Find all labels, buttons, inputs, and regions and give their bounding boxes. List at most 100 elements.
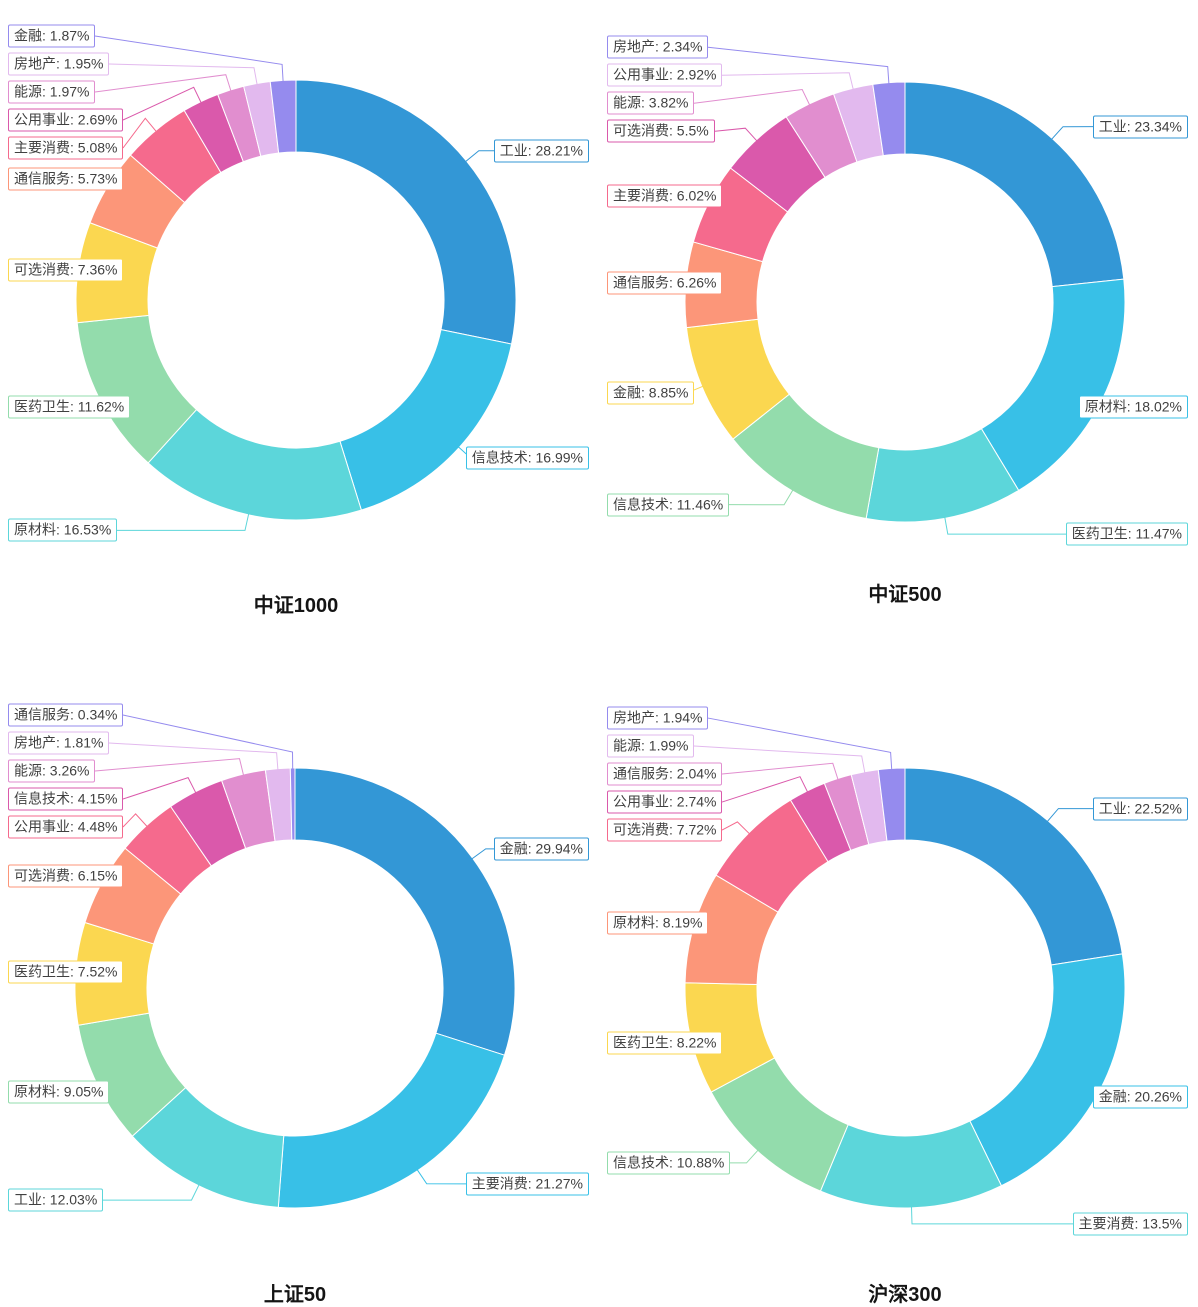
slice-label-health-care: 医药卫生: 11.47% (1065, 522, 1188, 546)
slice-label-information-technology: 信息技术: 4.15% (8, 787, 124, 811)
pie-slice-industrials[interactable] (904, 767, 1123, 966)
donut-chart-csi300: 工业: 22.52% 金融: 20.26% 主要消费: 13.5% 信息技术: 10.… (599, 653, 1198, 1307)
label-leader-line (94, 74, 232, 93)
label-leader-line (693, 88, 811, 106)
pie-slice-consumer-staples[interactable] (819, 1120, 1002, 1209)
slice-label-financials: 金融: 8.85% (607, 381, 695, 405)
label-leader-line (707, 46, 890, 84)
slice-label-utilities: 公用事业: 2.92% (607, 63, 723, 87)
slice-label-real-estate: 房地产: 1.95% (8, 52, 110, 76)
slice-label-materials: 原材料: 9.05% (8, 1080, 110, 1104)
label-leader-line (465, 150, 495, 162)
label-leader-line (116, 513, 250, 531)
slice-labels: 工业: 22.52% 金融: 20.26% 主要消费: 13.5% 信息技术: 10.… (599, 653, 1198, 1307)
slice-label-communication-services: 通信服务: 0.34% (8, 703, 124, 727)
label-leader-line (122, 117, 157, 149)
pie-slice-financials[interactable] (294, 767, 516, 1056)
slice-label-consumer-staples: 主要消费: 13.5% (1072, 1212, 1188, 1236)
slice-label-health-care: 医药卫生: 7.52% (8, 960, 124, 984)
pie-slice-industrials[interactable] (295, 79, 517, 345)
slice-labels: 金融: 29.94% 主要消费: 21.27% 工业: 12.03% 原材料: 9.0… (0, 653, 599, 1307)
chart-title-csi500: 中证500 (868, 584, 942, 606)
label-leader-line (94, 758, 244, 776)
slice-label-industrials: 工业: 23.34% (1092, 115, 1188, 139)
label-leader-line (944, 517, 1067, 535)
label-leader-line (122, 813, 148, 828)
slice-label-materials: 原材料: 8.19% (607, 911, 709, 934)
slice-label-industrials: 工业: 12.03% (8, 1188, 104, 1212)
slice-label-energy: 能源: 1.97% (8, 80, 96, 104)
label-leader-line (102, 1184, 200, 1201)
label-leader-line (721, 762, 839, 780)
label-leader-line (721, 72, 854, 90)
slice-labels: 工业: 28.21% 信息技术: 16.99% 原材料: 16.53% 医药卫生: 1… (0, 0, 599, 653)
pie-slice-financials[interactable] (269, 79, 297, 154)
label-leader-line (721, 776, 808, 803)
pie-slice-real-estate[interactable] (872, 81, 906, 157)
slice-label-materials: 原材料: 16.53% (8, 518, 118, 542)
pie-slice-real-estate[interactable] (877, 767, 906, 842)
slice-label-energy: 能源: 3.26% (8, 759, 96, 783)
slice-label-consumer-staples: 主要消费: 5.08% (8, 136, 124, 160)
slice-label-financials: 金融: 29.94% (493, 837, 589, 861)
pie-slice-industrials[interactable] (904, 81, 1125, 288)
slice-label-real-estate: 房地产: 1.94% (607, 706, 709, 730)
label-leader-line (471, 848, 495, 860)
slice-label-consumer-discretionary: 可选消费: 7.36% (8, 258, 124, 282)
label-leader-line (108, 63, 258, 85)
donut-plot-sse50 (59, 714, 516, 1209)
slice-labels: 工业: 23.34% 原材料: 18.02% 医药卫生: 11.47% 信息技术: 1… (599, 0, 1198, 653)
slice-label-utilities: 公用事业: 4.48% (8, 815, 124, 839)
pie-slice-information-technology[interactable] (339, 329, 513, 511)
label-leader-line (693, 745, 866, 773)
slice-label-financials: 金融: 20.26% (1092, 1085, 1188, 1109)
slice-label-industrials: 工业: 28.21% (493, 139, 589, 163)
donut-chart-csi500: 工业: 23.34% 原材料: 18.02% 医药卫生: 11.47% 信息技术: 1… (599, 0, 1198, 653)
pie-slice-materials[interactable] (980, 278, 1126, 491)
slice-label-utilities: 公用事业: 2.74% (607, 790, 723, 814)
slice-label-materials: 原材料: 18.02% (1078, 395, 1188, 419)
slice-label-health-care: 医药卫生: 11.62% (8, 395, 131, 419)
slice-label-financials: 金融: 1.87% (8, 24, 96, 48)
donut-chart-sse50: 金融: 29.94% 主要消费: 21.27% 工业: 12.03% 原材料: 9.0… (0, 653, 599, 1307)
chart-title-csi300: 沪深300 (868, 1284, 942, 1306)
label-leader-line (94, 35, 284, 82)
label-leader-line (122, 714, 294, 770)
slice-label-consumer-staples: 主要消费: 21.27% (465, 1172, 589, 1196)
slice-label-consumer-discretionary: 可选消费: 6.15% (8, 864, 124, 888)
slice-label-information-technology: 信息技术: 16.99% (465, 446, 589, 470)
label-leader-line (707, 717, 893, 770)
donut-chart-csi1000: 工业: 28.21% 信息技术: 16.99% 原材料: 16.53% 医药卫生: 1… (0, 0, 599, 653)
label-leader-line (416, 1169, 467, 1185)
label-leader-line (721, 821, 750, 835)
slice-label-utilities: 公用事业: 2.69% (8, 108, 124, 132)
slice-label-real-estate: 房地产: 1.81% (8, 731, 110, 755)
donut-plot-csi300 (675, 717, 1126, 1225)
pie-slice-communication-services[interactable] (289, 767, 296, 841)
label-leader-line (122, 86, 202, 121)
slice-label-consumer-discretionary: 可选消费: 5.5% (607, 119, 715, 143)
chart-title-csi1000: 中证1000 (253, 595, 339, 617)
slice-label-information-technology: 信息技术: 11.46% (607, 493, 730, 517)
chart-title-sse50: 上证50 (263, 1284, 327, 1306)
slice-label-health-care: 医药卫生: 8.22% (607, 1031, 723, 1055)
slice-label-information-technology: 信息技术: 10.88% (607, 1151, 731, 1175)
label-leader-line (122, 776, 197, 800)
label-leader-line (1051, 126, 1094, 140)
slice-label-energy: 能源: 3.82% (607, 91, 695, 115)
slice-label-consumer-staples: 主要消费: 6.02% (607, 184, 723, 208)
slice-label-real-estate: 房地产: 2.34% (607, 35, 709, 59)
label-leader-line (911, 1206, 1074, 1225)
slice-label-communication-services: 通信服务: 5.73% (8, 167, 124, 191)
slice-label-energy: 能源: 1.99% (607, 734, 695, 758)
pie-slice-financials[interactable] (969, 953, 1126, 1187)
label-leader-line (108, 742, 279, 770)
slice-label-industrials: 工业: 22.52% (1092, 797, 1188, 821)
slice-label-consumer-discretionary: 可选消费: 7.72% (607, 818, 723, 842)
label-leader-line (729, 1149, 759, 1164)
label-leader-line (714, 127, 758, 142)
label-leader-line (1046, 808, 1094, 822)
slice-label-communication-services: 通信服务: 2.04% (607, 762, 723, 786)
label-leader-line (728, 489, 794, 506)
